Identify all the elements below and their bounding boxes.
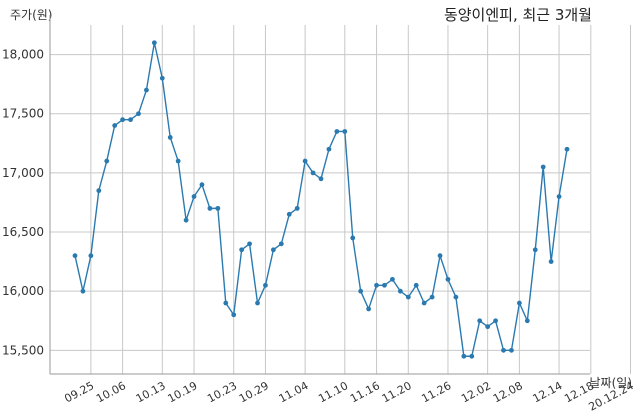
data-point	[183, 217, 189, 223]
data-point	[429, 294, 435, 300]
data-point	[445, 276, 451, 282]
data-point	[358, 288, 364, 294]
data-point	[88, 253, 94, 259]
data-point	[477, 318, 483, 324]
data-point	[413, 282, 419, 288]
data-point	[564, 146, 570, 152]
data-point	[540, 164, 546, 170]
data-point	[128, 117, 133, 123]
x-tick-label: 10.13	[134, 379, 168, 405]
x-axis-label: 날짜(일)	[589, 376, 632, 390]
data-point	[270, 247, 276, 253]
x-tick-label: 12.14	[531, 379, 565, 405]
data-point	[437, 253, 443, 259]
x-tick-label: 20.12.24	[587, 379, 636, 413]
data-point	[159, 75, 165, 81]
data-point	[112, 123, 118, 128]
data-point	[366, 306, 372, 312]
data-point	[199, 182, 205, 188]
data-point	[469, 353, 475, 359]
data-point	[231, 312, 237, 318]
y-tick-label: 17,000	[2, 166, 44, 180]
data-point	[524, 318, 530, 324]
data-point	[326, 146, 332, 152]
x-tick-label: 10.06	[94, 379, 128, 405]
y-tick-label: 15,500	[2, 343, 44, 357]
x-tick-label: 11.10	[316, 379, 350, 405]
data-point	[239, 247, 245, 253]
data-point	[286, 211, 292, 217]
data-point	[421, 300, 427, 306]
data-point	[207, 205, 213, 211]
y-axis-label: 주가(원)	[10, 8, 53, 22]
data-point	[215, 205, 221, 211]
data-point	[390, 276, 395, 282]
y-tick-label: 16,500	[2, 225, 44, 239]
data-point	[342, 129, 348, 134]
data-point	[501, 347, 506, 353]
data-point	[405, 294, 411, 300]
x-tick-label: 10.23	[205, 379, 239, 405]
x-tick-label: 11.26	[419, 379, 453, 405]
data-point	[278, 241, 284, 247]
data-point	[453, 294, 459, 300]
data-point	[96, 188, 102, 194]
data-point	[175, 158, 181, 164]
data-point	[144, 87, 149, 93]
data-point	[509, 347, 514, 353]
data-point	[136, 111, 141, 117]
data-point	[485, 324, 491, 330]
axes	[49, 15, 590, 375]
data-point	[167, 134, 173, 140]
y-tick-label: 18,000	[2, 48, 44, 62]
chart-title: 동양이엔피, 최근 3개월	[443, 6, 592, 24]
data-point	[223, 300, 229, 306]
series-group	[72, 40, 570, 359]
x-tick-label: 11.20	[380, 379, 414, 405]
data-point	[318, 176, 324, 182]
x-tick-label: 09.25	[62, 379, 96, 405]
y-tick-label: 17,500	[2, 107, 44, 121]
data-point	[310, 170, 316, 176]
data-point	[382, 282, 387, 288]
data-point	[334, 129, 340, 134]
y-ticks: 15,500 16,000 16,500 17,000 17,500 18,000	[2, 48, 44, 358]
data-point	[374, 282, 379, 288]
data-point	[493, 318, 498, 324]
data-point	[516, 300, 522, 306]
x-tick-label: 11.04	[277, 379, 311, 405]
y-tick-label: 16,000	[2, 284, 44, 298]
data-point	[247, 241, 252, 247]
data-point	[548, 259, 554, 265]
data-point	[397, 288, 403, 294]
data-point	[263, 282, 268, 288]
data-point	[151, 40, 157, 46]
data-point	[350, 235, 356, 241]
data-point	[294, 205, 300, 211]
x-tick-label: 12.02	[459, 379, 493, 405]
data-point	[104, 158, 110, 164]
x-tick-label: 10.19	[166, 379, 200, 405]
data-point	[461, 353, 467, 359]
x-tick-label: 11.16	[348, 379, 382, 405]
x-tick-label: 10.29	[237, 379, 271, 405]
data-point	[302, 158, 308, 164]
x-tick-label: 12.08	[491, 379, 525, 405]
data-point	[80, 288, 86, 294]
data-point	[72, 253, 78, 259]
data-point	[120, 117, 126, 123]
grid	[50, 25, 631, 374]
data-point	[255, 300, 260, 306]
data-point	[191, 194, 197, 199]
data-point	[556, 194, 562, 199]
data-point	[532, 247, 538, 253]
